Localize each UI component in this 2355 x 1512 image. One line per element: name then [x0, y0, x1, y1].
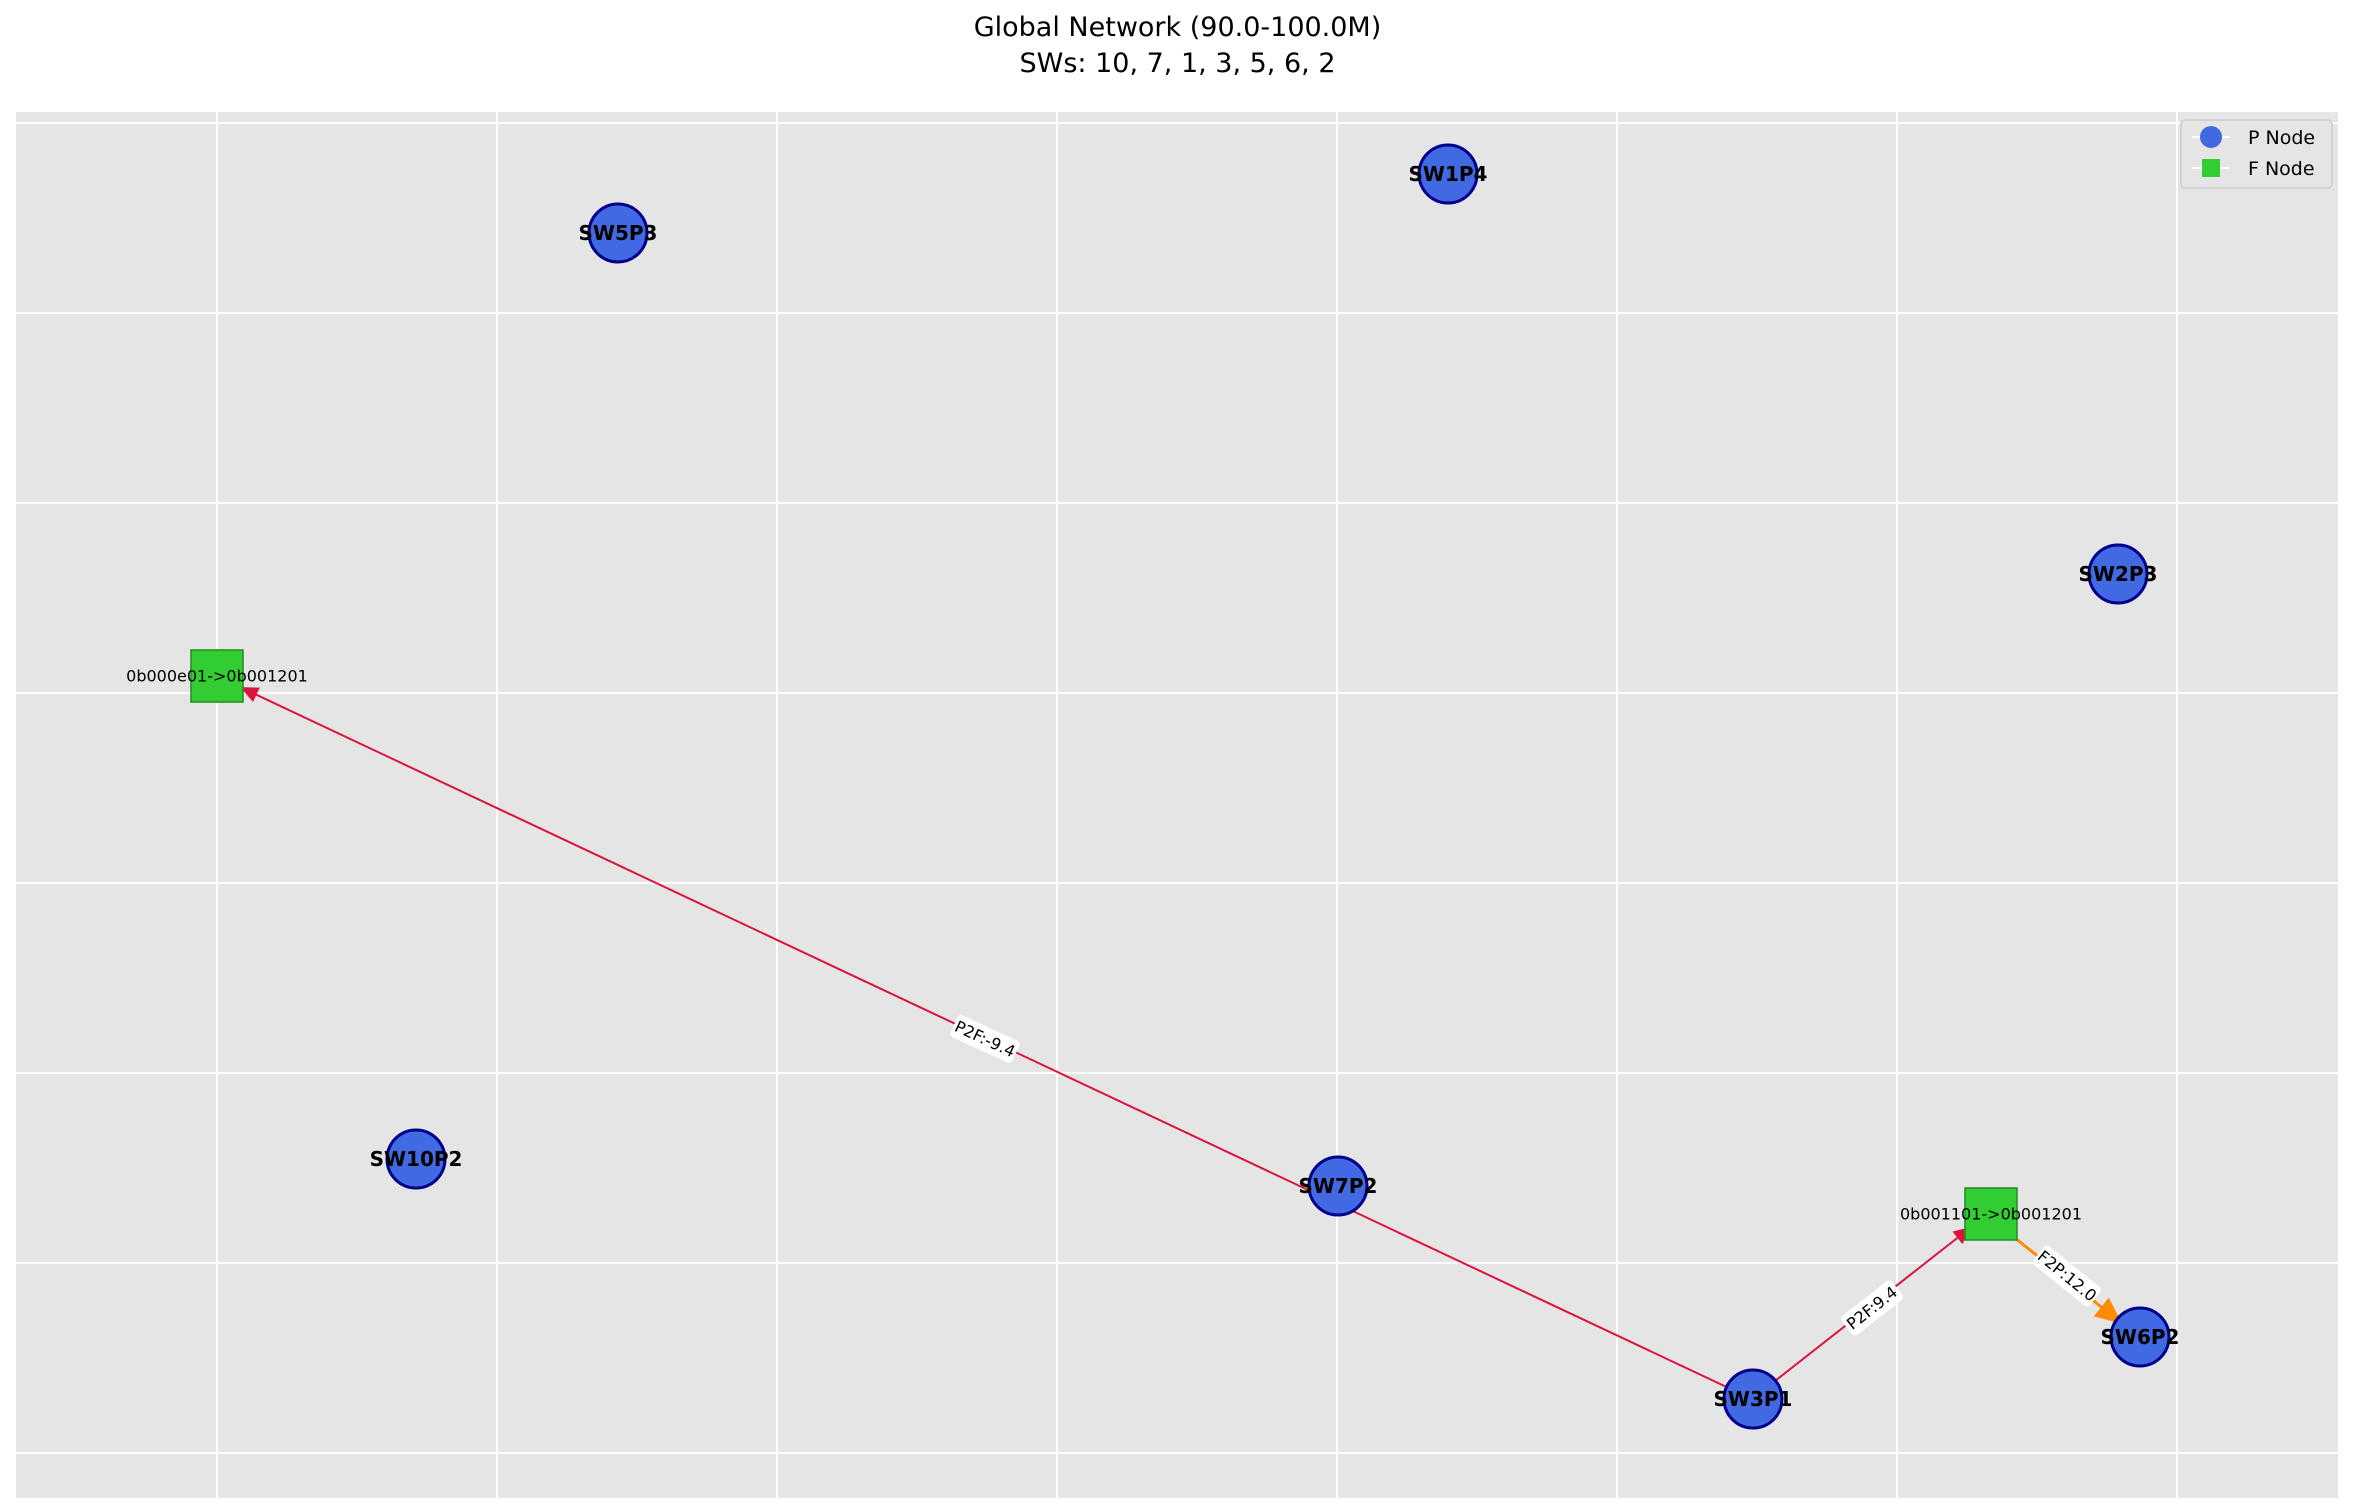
f-node-label: 0b001101->0b001201 — [1900, 1205, 2082, 1224]
legend-circle-icon — [2200, 126, 2222, 148]
p-node-label: SW10P2 — [370, 1147, 463, 1171]
f-node[interactable]: 0b000e01->0b001201 — [126, 649, 308, 703]
chart-title: Global Network (90.0-100.0M) SWs: 10, 7,… — [0, 10, 2355, 82]
plot-background — [16, 112, 2338, 1498]
f-node[interactable]: 0b001101->0b001201 — [1900, 1187, 2082, 1241]
p-node-label: SW7P2 — [1299, 1174, 1378, 1198]
p-node[interactable]: SW10P2 — [370, 1128, 463, 1190]
p-node-label: SW5P3 — [579, 221, 658, 245]
grid — [16, 112, 2338, 1498]
p-node[interactable]: SW5P3 — [579, 202, 658, 264]
p-node-label: SW3P1 — [1714, 1387, 1793, 1411]
legend-label: P Node — [2248, 127, 2315, 149]
title-line-2: SWs: 10, 7, 1, 3, 5, 6, 2 — [1019, 48, 1336, 79]
p-node-label: SW1P4 — [1409, 162, 1488, 186]
p-node-label: SW2P3 — [2079, 562, 2158, 586]
legend-square-icon — [2202, 159, 2220, 177]
p-node[interactable]: SW6P2 — [2101, 1306, 2180, 1368]
p-node-label: SW6P2 — [2101, 1325, 2180, 1349]
p-node[interactable]: SW2P3 — [2079, 543, 2158, 605]
p-node[interactable]: SW7P2 — [1299, 1155, 1378, 1217]
legend-item-p-node: P Node — [2192, 126, 2315, 149]
p-node[interactable]: SW3P1 — [1714, 1368, 1793, 1430]
legend-item-f-node: F Node — [2192, 158, 2315, 180]
p-node[interactable]: SW1P4 — [1409, 143, 1488, 205]
f-node-label: 0b000e01->0b001201 — [126, 667, 308, 686]
legend: P Node F Node — [2180, 119, 2333, 189]
legend-label: F Node — [2248, 158, 2315, 180]
title-line-1: Global Network (90.0-100.0M) — [973, 12, 1382, 43]
